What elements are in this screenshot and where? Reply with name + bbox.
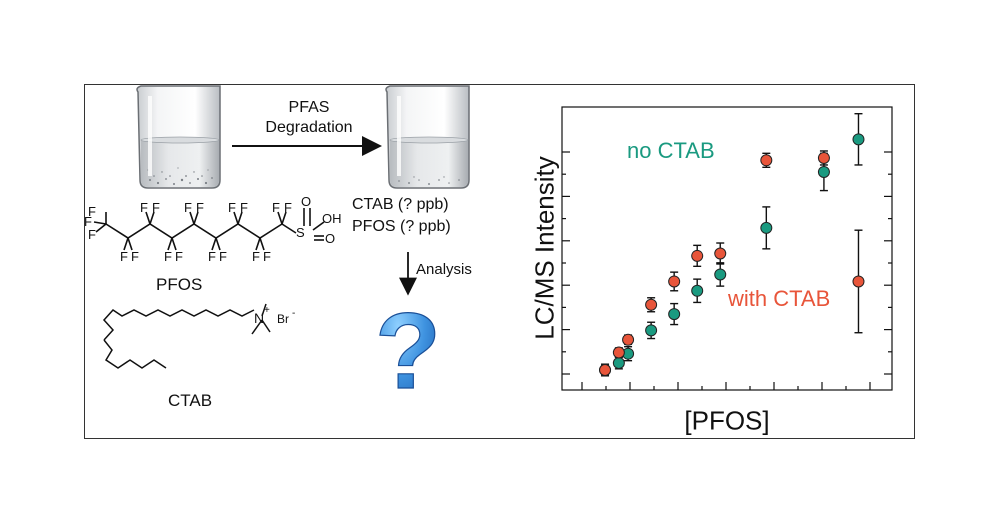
pfos-atom-label: F bbox=[284, 200, 292, 215]
ctab-atom-label: - bbox=[292, 308, 296, 319]
data-point-no-ctab bbox=[817, 165, 830, 178]
data-point-no-ctab bbox=[760, 221, 773, 234]
data-point-with-ctab bbox=[599, 364, 612, 376]
data-point-with-ctab bbox=[622, 333, 635, 346]
pfos-atom-label: F bbox=[252, 249, 260, 264]
data-point-with-ctab bbox=[668, 275, 681, 288]
beaker-before-icon bbox=[136, 85, 221, 189]
arrow-label-pfas: PFAS bbox=[288, 99, 330, 116]
pfos-atom-label: F bbox=[228, 200, 236, 215]
plot-frame bbox=[561, 106, 893, 391]
unknown-ctab-label: CTAB (? ppb) bbox=[352, 196, 449, 213]
data-point-with-ctab bbox=[760, 154, 773, 167]
pfos-atom-label: O bbox=[301, 194, 312, 209]
ctab-structure bbox=[102, 303, 271, 369]
pfos-atom-label: F bbox=[184, 200, 192, 215]
beaker-after-icon bbox=[385, 85, 470, 189]
data-point-no-ctab bbox=[645, 324, 658, 337]
data-point-no-ctab bbox=[714, 268, 727, 281]
data-point-no-ctab bbox=[691, 284, 704, 297]
pfos-atom-label: F bbox=[175, 249, 183, 264]
pfos-atom-label: F bbox=[152, 200, 160, 215]
pfos-atom-label: F bbox=[131, 249, 139, 264]
data-point-with-ctab bbox=[645, 298, 658, 311]
ctab-name: CTAB bbox=[168, 391, 213, 410]
pfos-atom-label: F bbox=[196, 200, 204, 215]
ctab-atom-label: Br bbox=[277, 312, 289, 326]
pfos-atom-label: F bbox=[120, 249, 128, 264]
pfos-atom-label: F bbox=[84, 214, 92, 229]
figure-frame bbox=[84, 84, 915, 439]
data-point-with-ctab bbox=[714, 247, 727, 260]
pfos-atom-label: F bbox=[88, 204, 96, 219]
pfos-atom-label: F bbox=[164, 249, 172, 264]
x-axis-label: [PFOS] bbox=[684, 405, 770, 436]
question-mark-icon: ? bbox=[375, 290, 441, 411]
y-axis-label: LC/MS Intensity bbox=[529, 156, 560, 340]
legend-label-no-ctab: no CTAB bbox=[627, 138, 715, 163]
analysis-label: Analysis bbox=[416, 261, 472, 278]
ctab-atom-label: N bbox=[254, 310, 265, 326]
legend-label-with-ctab: with CTAB bbox=[728, 286, 831, 311]
pfos-name: PFOS bbox=[156, 275, 203, 294]
data-point-with-ctab bbox=[612, 346, 625, 359]
pfos-atom-label: F bbox=[88, 227, 96, 242]
pfos-atom-label: F bbox=[272, 200, 280, 215]
data-point-no-ctab bbox=[668, 308, 681, 321]
data-point-no-ctab bbox=[852, 133, 865, 146]
pfos-atom-label: F bbox=[208, 249, 216, 264]
data-point-with-ctab bbox=[691, 249, 704, 262]
unknown-pfos-label: PFOS (? ppb) bbox=[352, 218, 451, 235]
pfos-structure bbox=[93, 208, 325, 251]
pfos-atom-label: O bbox=[325, 231, 336, 246]
data-point-with-ctab bbox=[817, 151, 830, 164]
pfos-atom-label: F bbox=[140, 200, 148, 215]
pfos-atom-label: S bbox=[296, 225, 305, 240]
pfos-atom-label: F bbox=[219, 249, 227, 264]
data-point-no-ctab bbox=[612, 357, 625, 370]
data-point-with-ctab bbox=[852, 275, 865, 288]
arrow-label-degradation: Degradation bbox=[265, 119, 353, 136]
pfos-atom-label: OH bbox=[322, 211, 342, 226]
pfos-atom-label: F bbox=[263, 249, 271, 264]
ctab-atom-label: + bbox=[264, 305, 270, 316]
pfos-atom-label: F bbox=[240, 200, 248, 215]
